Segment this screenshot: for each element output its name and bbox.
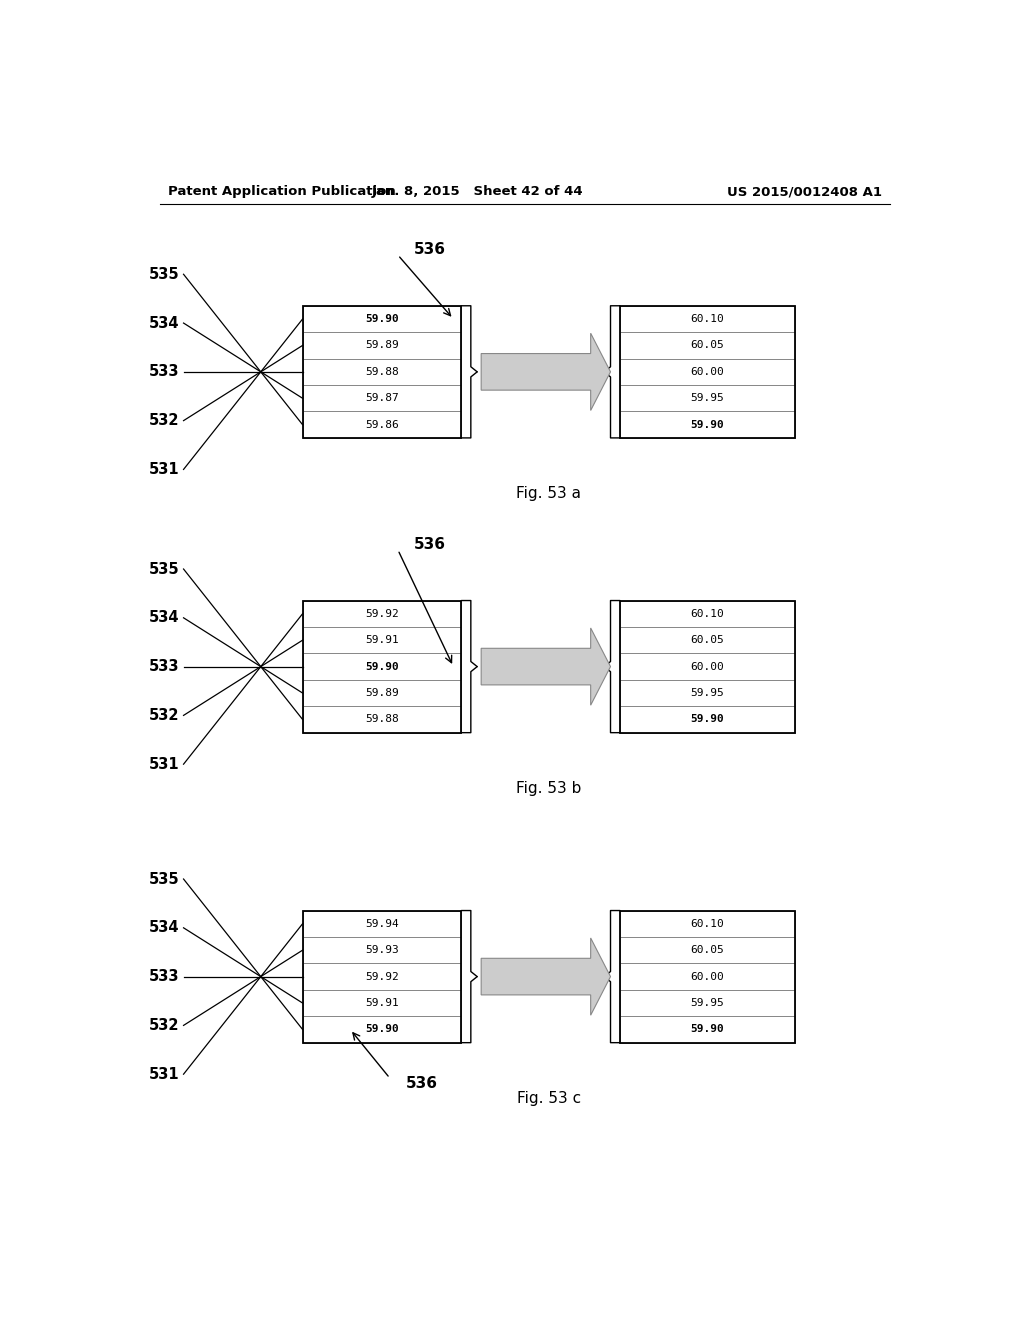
Bar <box>620 306 795 438</box>
Bar <box>620 333 795 359</box>
Text: 531: 531 <box>148 756 179 772</box>
Text: 59.91: 59.91 <box>366 635 398 645</box>
Bar <box>303 990 461 1016</box>
Bar <box>303 680 461 706</box>
Bar <box>620 911 795 937</box>
Bar <box>303 412 461 438</box>
Text: 59.90: 59.90 <box>690 714 724 725</box>
Bar <box>620 601 795 733</box>
Polygon shape <box>481 333 610 411</box>
Bar <box>303 911 461 937</box>
Text: 533: 533 <box>150 659 179 675</box>
Bar <box>303 911 461 1043</box>
Text: 60.00: 60.00 <box>690 367 724 376</box>
Bar <box>303 359 461 385</box>
Bar <box>620 680 795 706</box>
Bar <box>620 412 795 438</box>
Bar <box>620 937 795 964</box>
Text: 536: 536 <box>406 1076 438 1090</box>
Text: 59.93: 59.93 <box>366 945 398 956</box>
Bar <box>303 601 461 627</box>
Polygon shape <box>481 628 610 705</box>
Text: 533: 533 <box>150 969 179 985</box>
Bar <box>620 964 795 990</box>
Text: Fig. 53 b: Fig. 53 b <box>516 781 582 796</box>
Text: 535: 535 <box>148 561 179 577</box>
Bar <box>620 306 795 333</box>
Bar <box>620 653 795 680</box>
Text: 59.95: 59.95 <box>690 688 724 698</box>
Text: 536: 536 <box>414 537 445 552</box>
Text: 59.90: 59.90 <box>366 1024 398 1035</box>
Text: 532: 532 <box>150 708 179 723</box>
Text: 59.86: 59.86 <box>366 420 398 430</box>
Text: 533: 533 <box>150 364 179 379</box>
Text: 60.10: 60.10 <box>690 314 724 323</box>
Bar <box>620 990 795 1016</box>
Bar <box>620 359 795 385</box>
Text: 59.90: 59.90 <box>690 1024 724 1035</box>
Text: 532: 532 <box>150 413 179 428</box>
Text: 60.10: 60.10 <box>690 609 724 619</box>
Text: 59.89: 59.89 <box>366 688 398 698</box>
Text: 59.90: 59.90 <box>366 314 398 323</box>
Text: 60.05: 60.05 <box>690 945 724 956</box>
Bar <box>620 601 795 627</box>
Text: Fig. 53 c: Fig. 53 c <box>516 1092 581 1106</box>
Text: 536: 536 <box>414 243 445 257</box>
Bar <box>303 706 461 733</box>
Text: 60.00: 60.00 <box>690 972 724 982</box>
Text: 59.94: 59.94 <box>366 919 398 929</box>
Text: 60.10: 60.10 <box>690 919 724 929</box>
Text: 59.88: 59.88 <box>366 714 398 725</box>
Bar <box>303 1016 461 1043</box>
Bar <box>303 601 461 733</box>
Bar <box>303 385 461 412</box>
Bar <box>620 1016 795 1043</box>
Text: 534: 534 <box>150 315 179 330</box>
Text: Patent Application Publication: Patent Application Publication <box>168 185 395 198</box>
Text: 59.90: 59.90 <box>366 661 398 672</box>
Bar <box>303 627 461 653</box>
Text: 531: 531 <box>148 462 179 477</box>
Text: US 2015/0012408 A1: US 2015/0012408 A1 <box>727 185 882 198</box>
Bar <box>303 964 461 990</box>
Text: 59.89: 59.89 <box>366 341 398 350</box>
Text: 534: 534 <box>150 920 179 936</box>
Text: 60.05: 60.05 <box>690 341 724 350</box>
Bar <box>620 706 795 733</box>
Polygon shape <box>481 939 610 1015</box>
Bar <box>620 385 795 412</box>
Text: 535: 535 <box>148 267 179 281</box>
Text: 59.95: 59.95 <box>690 393 724 404</box>
Text: 59.95: 59.95 <box>690 998 724 1008</box>
Text: 60.00: 60.00 <box>690 661 724 672</box>
Bar <box>620 911 795 1043</box>
Bar <box>303 333 461 359</box>
Text: Fig. 53 a: Fig. 53 a <box>516 486 581 502</box>
Text: 535: 535 <box>148 871 179 887</box>
Text: 59.92: 59.92 <box>366 609 398 619</box>
Bar <box>303 653 461 680</box>
Text: 59.92: 59.92 <box>366 972 398 982</box>
Text: 60.05: 60.05 <box>690 635 724 645</box>
Bar <box>303 306 461 438</box>
Text: 531: 531 <box>148 1067 179 1081</box>
Text: 534: 534 <box>150 610 179 626</box>
Bar <box>303 306 461 333</box>
Bar <box>620 627 795 653</box>
Text: Jan. 8, 2015   Sheet 42 of 44: Jan. 8, 2015 Sheet 42 of 44 <box>372 185 583 198</box>
Text: 532: 532 <box>150 1018 179 1032</box>
Text: 59.91: 59.91 <box>366 998 398 1008</box>
Text: 59.87: 59.87 <box>366 393 398 404</box>
Text: 59.88: 59.88 <box>366 367 398 376</box>
Bar <box>303 937 461 964</box>
Text: 59.90: 59.90 <box>690 420 724 430</box>
